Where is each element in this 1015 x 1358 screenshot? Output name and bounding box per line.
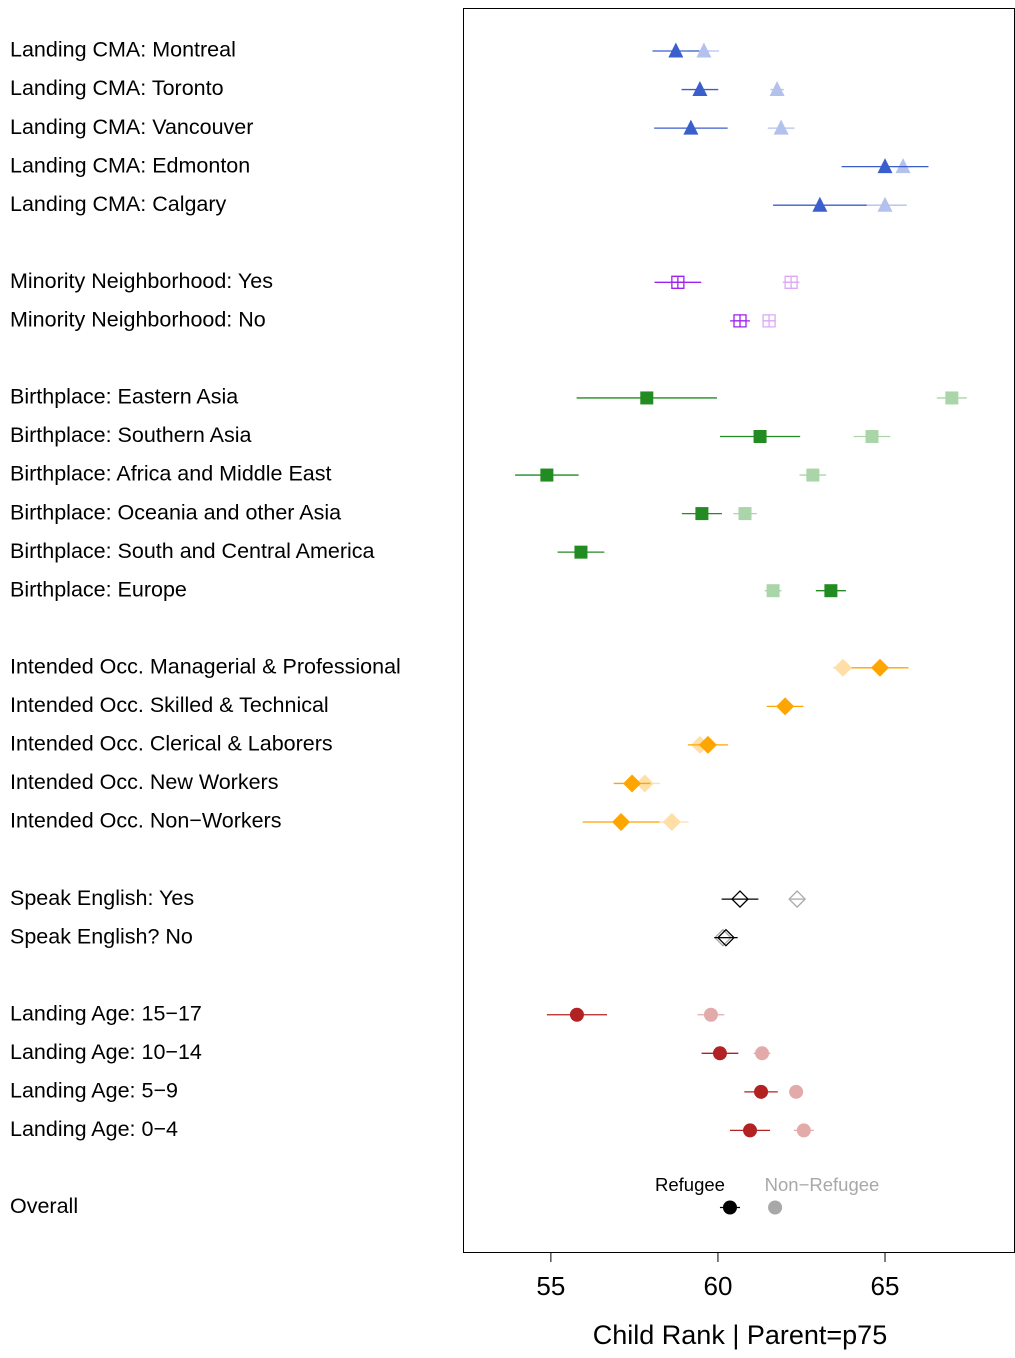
point — [788, 890, 807, 909]
point — [668, 42, 684, 58]
point — [671, 275, 685, 289]
point — [877, 158, 893, 174]
row-label: Minority Neighborhood: No — [10, 308, 266, 332]
row-label: Birthplace: Eastern Asia — [10, 385, 238, 409]
row-label: Intended Occ. Skilled & Technical — [10, 693, 329, 717]
row-label: Birthplace: Europe — [10, 577, 187, 601]
row-label: Intended Occ. Non−Workers — [10, 809, 281, 833]
point — [773, 119, 789, 135]
x-axis-label: Child Rank | Parent=p75 — [593, 1320, 887, 1350]
point — [776, 697, 795, 716]
point — [766, 584, 780, 598]
point — [695, 507, 709, 521]
row-label: Birthplace: South and Central America — [10, 539, 375, 563]
point — [712, 1046, 727, 1061]
point — [769, 81, 785, 97]
point — [768, 1200, 783, 1215]
point — [945, 391, 959, 405]
point — [833, 658, 852, 677]
row-label: Intended Occ. Clerical & Laborers — [10, 732, 333, 756]
row-label: Speak English: Yes — [10, 886, 194, 910]
point — [796, 1123, 811, 1138]
point — [569, 1007, 584, 1022]
point — [824, 584, 838, 598]
x-tick-label: 60 — [703, 1271, 732, 1301]
row-label: Birthplace: Africa and Middle East — [10, 462, 331, 486]
point — [696, 42, 712, 58]
row-label: Intended Occ. New Workers — [10, 770, 278, 794]
row-label: Minority Neighborhood: Yes — [10, 269, 273, 293]
legend-label: Refugee — [655, 1174, 725, 1195]
point — [722, 1200, 737, 1215]
point — [731, 890, 749, 909]
point — [738, 507, 752, 521]
point — [806, 468, 820, 482]
point — [895, 158, 911, 174]
point — [865, 430, 879, 443]
row-label: Birthplace: Oceania and other Asia — [10, 500, 341, 524]
point — [574, 545, 588, 559]
point — [714, 928, 732, 947]
point — [877, 196, 893, 212]
row-label: Landing Age: 15−17 — [10, 1001, 202, 1025]
row-label: Landing CMA: Toronto — [10, 76, 224, 100]
row-label: Landing CMA: Montreal — [10, 38, 236, 62]
point — [733, 314, 747, 328]
row-label: Overall — [10, 1194, 78, 1218]
row-label: Landing Age: 0−4 — [10, 1117, 178, 1141]
row-label: Landing Age: 10−14 — [10, 1040, 202, 1064]
point — [812, 196, 828, 212]
point — [789, 1084, 804, 1099]
point — [753, 430, 767, 443]
point — [717, 928, 735, 947]
point — [703, 1007, 718, 1022]
point — [743, 1123, 758, 1138]
point — [623, 774, 642, 793]
point — [692, 81, 708, 97]
row-label: Landing CMA: Vancouver — [10, 115, 253, 139]
point — [762, 314, 776, 328]
point — [784, 275, 798, 289]
point — [540, 468, 554, 482]
x-tick-label: 55 — [536, 1271, 565, 1301]
row-label: Speak English? No — [10, 924, 193, 948]
row-label: Birthplace: Southern Asia — [10, 423, 251, 447]
row-label: Intended Occ. Managerial & Professional — [10, 654, 401, 678]
point — [640, 391, 654, 405]
row-label: Landing CMA: Calgary — [10, 192, 227, 216]
point — [698, 735, 717, 754]
point — [755, 1046, 770, 1061]
row-label: Landing CMA: Edmonton — [10, 153, 250, 177]
plot-frame — [463, 8, 1015, 1253]
point — [612, 813, 631, 831]
x-tick-label: 65 — [871, 1271, 900, 1301]
point — [662, 813, 681, 831]
point — [754, 1084, 769, 1099]
point — [683, 119, 699, 135]
row-label: Landing Age: 5−9 — [10, 1079, 178, 1103]
point — [871, 658, 890, 677]
legend-label: Non−Refugee — [765, 1174, 880, 1195]
